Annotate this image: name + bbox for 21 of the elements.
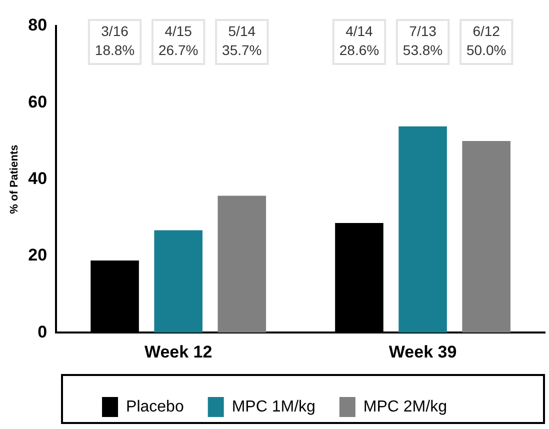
y-tick-label: 20 xyxy=(28,246,48,265)
bar xyxy=(398,126,447,333)
legend-label: Placebo xyxy=(126,398,184,416)
annotation: 3/16 18.8% xyxy=(94,22,135,58)
bar xyxy=(154,230,202,333)
annotation: 4/15 26.7% xyxy=(158,22,198,58)
annotation: 6/12 50.0% xyxy=(466,22,506,58)
bar xyxy=(218,196,266,333)
x-tick-label: Week 12 xyxy=(144,342,212,362)
y-tick-label: 0 xyxy=(38,322,48,342)
y-axis-title: % of Patients xyxy=(8,144,21,214)
x-tick-label: Week 39 xyxy=(388,342,457,362)
legend-label: MPC 2M/kg xyxy=(363,398,447,416)
legend-label: MPC 1M/kg xyxy=(232,398,316,416)
annotation: 4/14 28.6% xyxy=(339,22,380,58)
y-tick-label: 60 xyxy=(28,92,48,112)
annotation: 5/14 35.7% xyxy=(222,22,262,58)
annotation: 7/13 53.8% xyxy=(402,22,443,58)
y-tick-label: 40 xyxy=(28,168,48,188)
bar xyxy=(462,140,510,333)
y-tick-label: 80 xyxy=(28,16,48,35)
